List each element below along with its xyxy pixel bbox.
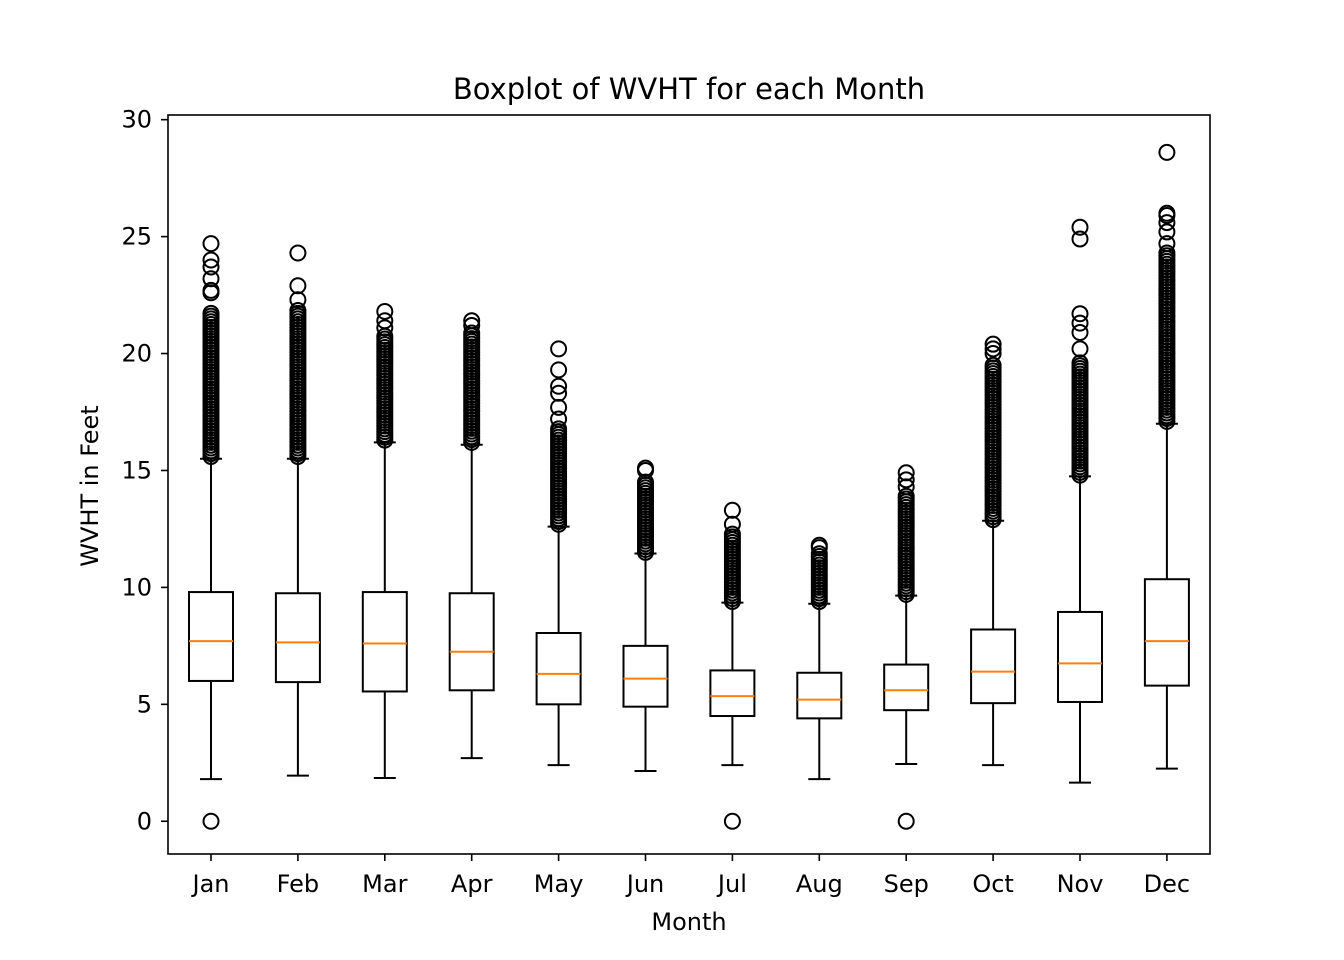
- x-axis-label: Month: [651, 908, 726, 936]
- box-iqr: [1057, 610, 1103, 703]
- outlier-point: [376, 302, 394, 320]
- y-tick-label: 30: [121, 106, 152, 134]
- outlier-point: [376, 312, 394, 330]
- y-tick-label: 20: [121, 340, 152, 368]
- outlier-point: [550, 377, 568, 395]
- outlier-point: [1158, 223, 1176, 241]
- box-iqr: [709, 669, 756, 718]
- plot-area: 0 5 10 15 20 25 30 Jan Feb Mar Apr May Jun Jul Aug Sep O…: [121, 106, 1211, 898]
- box-iqr: [1143, 578, 1190, 687]
- x-tick-label: Jan: [191, 870, 230, 898]
- outlier-point: [202, 251, 220, 269]
- box-iqr: [970, 628, 1017, 705]
- box-iqr: [188, 591, 234, 682]
- outlier-point: [637, 459, 654, 477]
- outlier-point: [723, 812, 741, 830]
- x-tick-label: Nov: [1057, 870, 1104, 898]
- outlier-point: [202, 258, 220, 276]
- outlier-point: [289, 277, 307, 295]
- outlier-point: [202, 812, 220, 830]
- x-tick-label: Oct: [972, 870, 1014, 898]
- y-axis-label: WVHT in Feet: [76, 405, 104, 566]
- outlier-point: [202, 304, 220, 322]
- y-tick-label: 0: [137, 807, 152, 835]
- y-tick-label: 25: [121, 223, 152, 251]
- outlier-point: [1071, 340, 1089, 358]
- outlier-point: [550, 420, 568, 438]
- x-tick-label: Sep: [884, 870, 929, 898]
- outlier-point: [289, 302, 307, 320]
- outlier-point: [984, 335, 1002, 353]
- outlier-point: [202, 270, 220, 288]
- outlier-point: [897, 487, 915, 505]
- axes-frame: [167, 114, 1211, 855]
- outlier-point: [202, 281, 220, 299]
- outlier-point: [1071, 305, 1089, 323]
- outlier-point: [810, 536, 828, 554]
- y-tick-label: 15: [121, 456, 152, 484]
- outlier-point: [1071, 218, 1089, 236]
- outlier-point: [463, 312, 481, 330]
- outlier-point: [897, 471, 915, 489]
- box-iqr: [448, 592, 495, 692]
- outlier-point: [1158, 235, 1176, 253]
- outlier-point: [1158, 204, 1176, 222]
- x-tick-label: Jul: [716, 870, 747, 898]
- box-iqr: [883, 663, 930, 712]
- outlier-point: [1158, 143, 1176, 161]
- outlier-point: [550, 410, 568, 428]
- outlier-point: [897, 464, 915, 482]
- outlier-point: [550, 361, 568, 379]
- outlier-point: [723, 525, 741, 543]
- outlier-point: [463, 316, 481, 334]
- x-tick-label: Apr: [451, 870, 493, 898]
- outlier-point: [984, 340, 1002, 358]
- x-tick-label: May: [534, 870, 584, 898]
- outlier-point: [1071, 314, 1089, 332]
- outlier-point: [984, 356, 1002, 374]
- outlier-point: [1071, 230, 1089, 248]
- outlier-point: [984, 345, 1002, 363]
- outlier-point: [463, 324, 481, 342]
- outlier-point: [1158, 244, 1176, 262]
- box-iqr: [796, 671, 843, 720]
- box-iqr: [274, 592, 321, 684]
- outlier-point: [289, 244, 307, 262]
- x-tick-label: Aug: [796, 870, 843, 898]
- box-iqr: [361, 591, 408, 693]
- x-tick-label: Dec: [1144, 870, 1190, 898]
- x-tick-label: Feb: [277, 870, 320, 898]
- outlier-point: [550, 384, 568, 402]
- outlier-point: [723, 501, 741, 519]
- outlier-point: [1071, 323, 1089, 341]
- box-iqr: [535, 632, 582, 706]
- chart-title: Boxplot of WVHT for each Month: [453, 72, 925, 106]
- y-tick-label: 5: [137, 690, 152, 718]
- outlier-point: [550, 340, 568, 358]
- outlier-point: [897, 812, 915, 830]
- x-tick-label: Mar: [362, 870, 407, 898]
- y-tick-label: 10: [121, 573, 152, 601]
- x-tick-label: Jun: [625, 870, 665, 898]
- outlier-point: [376, 319, 394, 337]
- outlier-point: [202, 235, 220, 253]
- outlier-point: [1158, 214, 1176, 232]
- box-iqr: [622, 644, 669, 708]
- outlier-point: [810, 545, 828, 563]
